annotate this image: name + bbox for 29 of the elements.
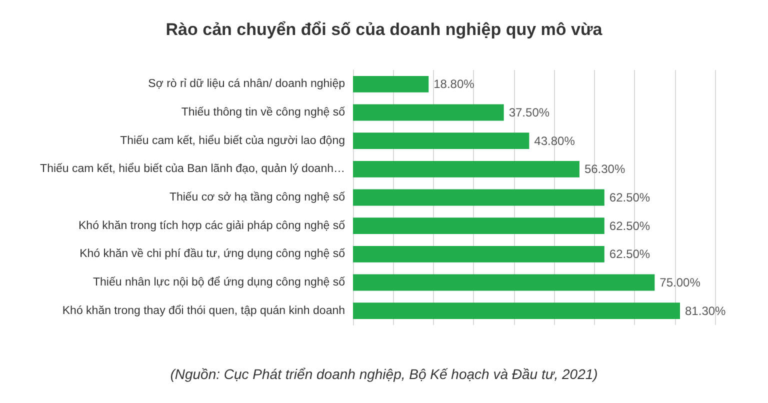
data-label: 37.50% [508, 106, 550, 120]
bar [353, 274, 655, 291]
y-tick-label: Khó khăn trong thay đổi thói quen, tập quán kinh doanh [62, 304, 345, 317]
y-tick-label: Thiếu nhân lực nội bộ để ứng dụng công nghệ số [93, 276, 346, 288]
text: (Nguồn: Cục Phát triển doanh nghiệp, Bộ Kế hoạch và Đầu tư, 2021) [170, 366, 598, 382]
bar [353, 76, 429, 92]
bar [353, 104, 504, 121]
bar [353, 189, 604, 206]
y-tick-label: Thiếu cam kết, hiểu biết của người lao động [120, 134, 345, 147]
data-label: 62.50% [609, 190, 650, 204]
y-tick-label: Thiếu cơ sở hạ tầng công nghệ số [169, 192, 346, 204]
data-label: 62.50% [609, 247, 650, 262]
data-label: 75.00% [660, 276, 701, 290]
chart-title: Rào cản chuyển đổi số của doanh nghiệp quy mô vừa [166, 20, 603, 39]
y-tick-label: Khó khăn trong tích hợp các giải pháp công nghệ số [78, 220, 346, 232]
bar [353, 132, 530, 150]
bar [353, 302, 680, 320]
data-label: 18.80% [434, 77, 475, 92]
data-label: 56.30% [584, 162, 626, 176]
y-tick-label: Thiếu thông tin về công nghệ số [181, 106, 346, 118]
bar [353, 160, 580, 178]
y-tick-label: Khó khăn về chi phí đầu tư, ứng dụng công nghệ số [80, 248, 346, 260]
bar [353, 218, 604, 234]
bar [353, 246, 604, 262]
data-label: 81.30% [685, 304, 726, 318]
y-tick-label: Sợ rò rỉ dữ liệu cá nhân/ doanh nghiệp [148, 78, 345, 90]
data-label: 43.80% [534, 134, 576, 148]
y-tick-label: Thiếu cam kết, hiểu biết của Ban lãnh đạo, quản lý doanh… [40, 162, 345, 176]
data-label: 62.50% [609, 218, 650, 233]
